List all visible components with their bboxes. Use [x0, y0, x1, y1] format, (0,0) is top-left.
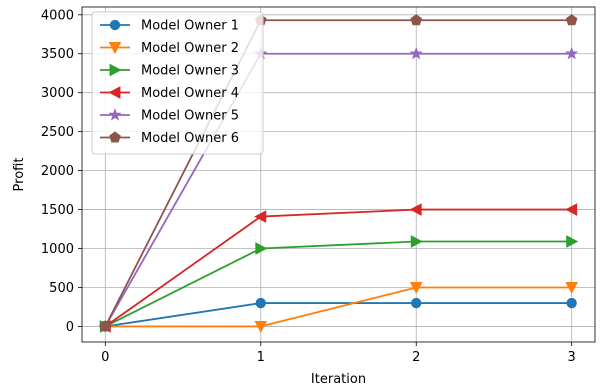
legend-marker — [108, 86, 121, 99]
y-tick-label: 1500 — [41, 203, 74, 218]
y-axis: 0 500 1000 1500 2000 2500 3000 3500 4000 — [41, 8, 82, 335]
series-line — [104, 208, 572, 328]
y-tick-label: 2000 — [41, 164, 74, 179]
data-point — [411, 297, 422, 309]
y-tick-label: 4000 — [41, 8, 74, 23]
legend-marker — [109, 131, 121, 143]
x-tick-label: 2 — [412, 350, 420, 365]
legend-item: Model Owner 6 — [100, 131, 239, 146]
legend-item: Model Owner 5 — [100, 108, 239, 124]
legend-label: Model Owner 3 — [141, 64, 239, 79]
data-point — [409, 203, 422, 216]
y-axis-label: Profit — [12, 158, 27, 192]
x-axis-label: Iteration — [311, 372, 366, 387]
data-point — [255, 297, 266, 309]
legend-marker — [109, 63, 122, 77]
y-tick-label: 0 — [66, 320, 74, 335]
legend: Model Owner 1 Model Owner 2 Model Owner 3 M… — [91, 11, 264, 155]
y-tick-label: 3500 — [41, 47, 74, 62]
data-point — [409, 46, 423, 60]
data-point — [565, 14, 578, 26]
x-axis: 0 1 2 3 — [101, 342, 576, 365]
legend-label: Model Owner 6 — [141, 131, 239, 146]
x-tick-label: 0 — [101, 350, 109, 365]
data-point — [255, 242, 268, 255]
series-line — [105, 286, 572, 328]
series-group — [98, 14, 579, 333]
series-line — [104, 52, 572, 327]
legend-marker — [108, 108, 122, 121]
legend-item: Model Owner 3 — [100, 64, 239, 79]
x-tick-label: 3 — [568, 350, 576, 365]
legend-label: Model Owner 1 — [141, 19, 239, 34]
legend-label: Model Owner 4 — [141, 86, 239, 101]
data-point — [565, 282, 579, 295]
data-point — [565, 46, 579, 60]
data-point — [410, 235, 423, 248]
legend-label: Model Owner 2 — [141, 41, 239, 56]
data-point — [409, 282, 423, 295]
y-tick-label: 3000 — [41, 86, 74, 101]
y-tick-label: 1000 — [41, 242, 74, 257]
x-tick-label: 1 — [257, 350, 265, 365]
series-1 — [100, 297, 577, 332]
series-line — [104, 19, 572, 327]
data-point — [565, 203, 578, 216]
data-point — [566, 235, 579, 248]
data-point — [254, 320, 268, 333]
y-tick-label: 500 — [49, 281, 74, 296]
legend-item: Model Owner 2 — [100, 41, 239, 56]
data-point — [254, 210, 267, 223]
legend-marker — [108, 42, 122, 55]
data-point — [410, 14, 423, 26]
data-point — [566, 297, 577, 309]
y-tick-label: 2500 — [41, 125, 74, 140]
legend-item: Model Owner 1 — [100, 19, 239, 34]
data-point — [99, 320, 112, 332]
plot-frame — [81, 6, 596, 343]
series-line — [105, 302, 572, 328]
legend-box — [91, 11, 264, 155]
legend-marker — [109, 19, 121, 31]
legend-label: Model Owner 5 — [141, 109, 239, 124]
series-line — [104, 240, 572, 328]
legend-item: Model Owner 4 — [100, 86, 239, 101]
